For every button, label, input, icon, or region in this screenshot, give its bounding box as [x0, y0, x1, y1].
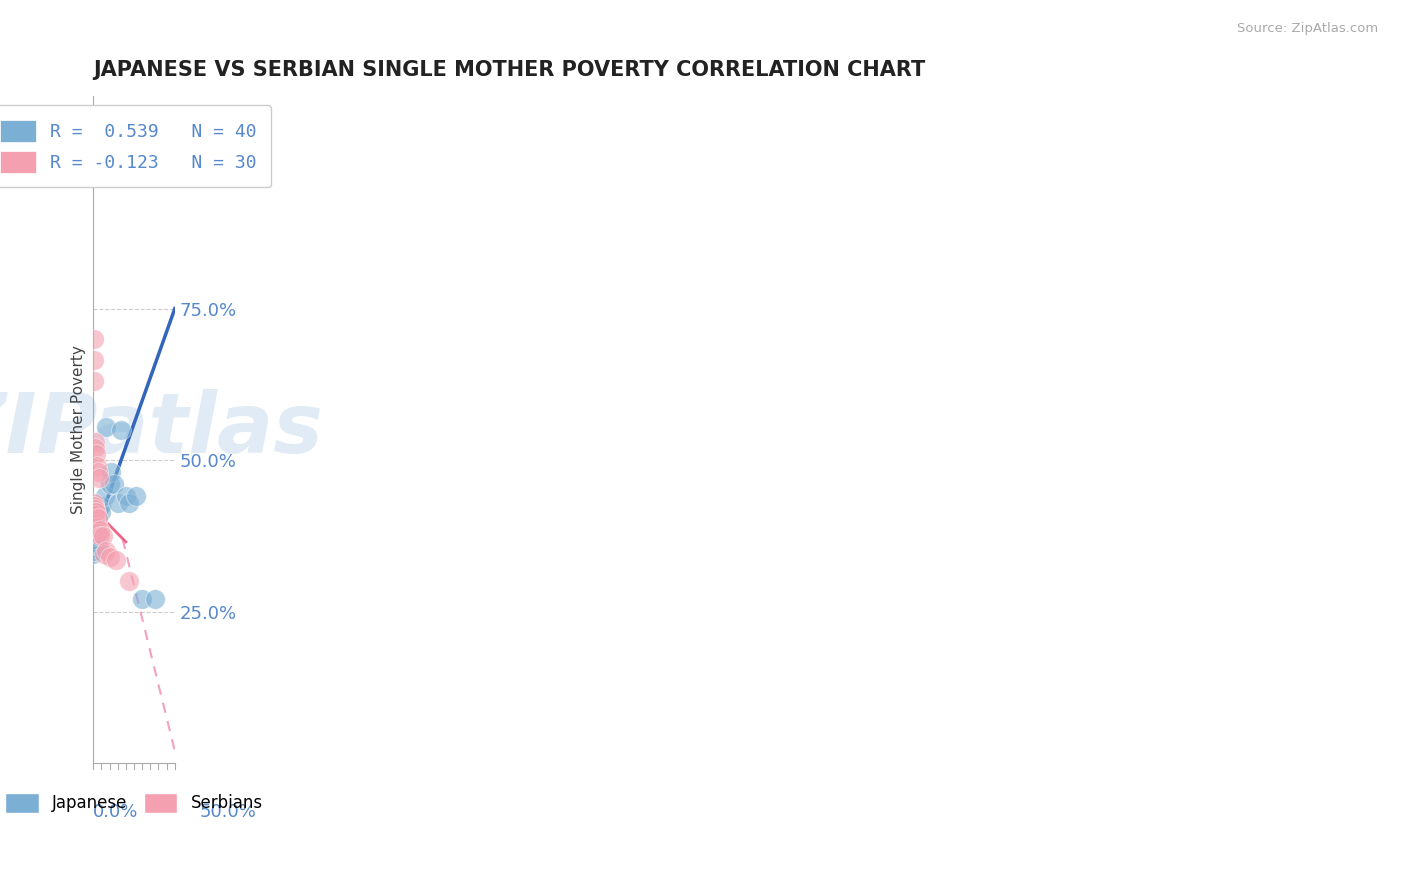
Point [83, 505, 105, 519]
Point [89, 523, 111, 537]
Point [87, 465, 110, 479]
Point [83, 505, 105, 519]
Point [84, 441, 107, 455]
Point [83, 541, 105, 555]
Point [83, 544, 105, 558]
Point [87, 510, 110, 524]
Point [84, 508, 107, 522]
Text: Source: ZipAtlas.com: Source: ZipAtlas.com [1237, 22, 1378, 36]
Point [83, 505, 105, 519]
Point [83, 535, 105, 549]
Point [84, 501, 107, 516]
Point [84, 508, 107, 522]
Point [86, 508, 108, 522]
Text: 0.0%: 0.0% [93, 803, 139, 822]
Point [91, 529, 114, 543]
Point [114, 490, 136, 504]
Point [159, 150, 181, 164]
Point [84, 510, 107, 524]
Text: 50.0%: 50.0% [200, 803, 256, 822]
Point [84, 516, 107, 531]
Point [98, 477, 121, 491]
Point [83, 535, 105, 549]
Point [96, 544, 118, 558]
Point [93, 547, 115, 561]
Point [87, 510, 110, 524]
Point [83, 353, 105, 368]
Point [107, 495, 129, 509]
Point [86, 516, 108, 531]
Point [90, 499, 112, 513]
Point [86, 447, 108, 461]
Point [89, 529, 111, 543]
Point [83, 499, 105, 513]
Point [118, 574, 141, 589]
Point [82, 547, 104, 561]
Point [118, 495, 141, 509]
Point [87, 538, 110, 552]
Point [124, 490, 146, 504]
Point [86, 505, 108, 519]
Point [87, 501, 110, 516]
Point [96, 419, 118, 434]
Point [110, 423, 132, 437]
Point [83, 501, 105, 516]
Point [84, 529, 107, 543]
Y-axis label: Single Mother Poverty: Single Mother Poverty [72, 345, 86, 514]
Point [84, 520, 107, 534]
Point [89, 501, 111, 516]
Point [84, 523, 107, 537]
Point [84, 516, 107, 531]
Point [84, 523, 107, 537]
Legend: Japanese, Serbians: Japanese, Serbians [0, 784, 271, 822]
Point [83, 532, 105, 546]
Point [83, 332, 105, 346]
Point [84, 520, 107, 534]
Point [84, 514, 107, 528]
Point [83, 495, 105, 509]
Point [86, 459, 108, 474]
Point [83, 538, 105, 552]
Text: JAPANESE VS SERBIAN SINGLE MOTHER POVERTY CORRELATION CHART: JAPANESE VS SERBIAN SINGLE MOTHER POVERT… [93, 60, 925, 79]
Point [83, 501, 105, 516]
Point [82, 508, 104, 522]
Point [84, 525, 107, 540]
Point [103, 477, 125, 491]
Point [84, 514, 107, 528]
Point [84, 514, 107, 528]
Point [131, 592, 153, 607]
Text: ZIPatlas: ZIPatlas [0, 389, 323, 470]
Point [83, 499, 105, 513]
Point [83, 501, 105, 516]
Point [90, 505, 112, 519]
Point [86, 520, 108, 534]
Point [83, 529, 105, 543]
Point [83, 374, 105, 388]
Point [87, 471, 110, 485]
Point [83, 434, 105, 449]
Point [83, 525, 105, 540]
Point [100, 465, 122, 479]
Point [84, 516, 107, 531]
Point [143, 592, 166, 607]
Point [83, 532, 105, 546]
Point [105, 553, 128, 567]
Point [87, 525, 110, 540]
Point [93, 490, 115, 504]
Point [98, 550, 121, 565]
Point [84, 505, 107, 519]
